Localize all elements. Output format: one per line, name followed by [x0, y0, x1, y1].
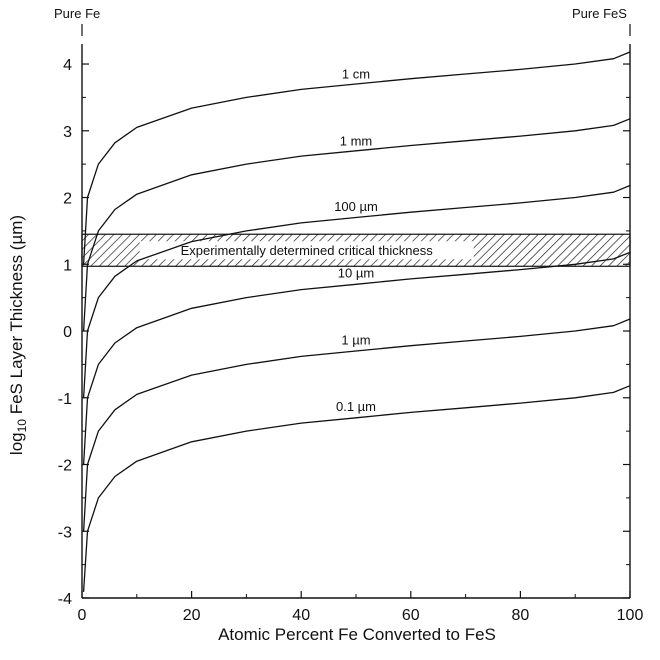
curves-layer [82, 51, 631, 592]
y-tick-label-1: -3 [58, 524, 72, 541]
x-tick-label-4: 80 [512, 607, 530, 624]
x-tick-label-2: 40 [292, 607, 310, 624]
y-tick-label-4: 0 [63, 324, 72, 341]
y-axis-title: log10 FeS Layer Thickness (µm) [7, 215, 29, 455]
critical-thickness-band-layer: Experimentally determined critical thick… [81, 233, 631, 267]
y-tick-label-2: -2 [58, 458, 72, 475]
curve-5 [82, 385, 631, 592]
y-axis-title-log: log [7, 432, 26, 455]
curve-label-0: 1 cm [342, 67, 370, 82]
curve-label-2: 100 µm [334, 199, 378, 214]
y-tick-label-8: 4 [63, 57, 72, 74]
curve-1 [82, 118, 631, 332]
curve-4 [82, 318, 631, 532]
y-tick-label-7: 3 [63, 124, 72, 141]
y-tick-label-5: 1 [63, 257, 72, 274]
y-axis-title-rest: FeS Layer Thickness (µm) [7, 215, 26, 419]
x-tick-label-5: 100 [617, 607, 644, 624]
x-tick-label-3: 60 [402, 607, 420, 624]
pure-fes-label: Pure FeS [572, 6, 627, 21]
axes-layer: 0 20 40 60 80 100 -4 -3 -2 -1 0 1 2 3 4 [58, 24, 644, 624]
pure-fe-label: Pure Fe [54, 6, 100, 21]
x-tick-label-0: 0 [78, 607, 87, 624]
curve-3 [82, 251, 631, 466]
x-tick-label-1: 20 [183, 607, 201, 624]
curve-0 [82, 51, 631, 265]
curve-label-1: 1 mm [340, 133, 373, 148]
curve-label-5: 0.1 µm [336, 399, 376, 414]
y-tick-label-3: -1 [58, 391, 72, 408]
curve-2 [82, 184, 631, 399]
band-label: Experimentally determined critical thick… [181, 243, 434, 258]
labels-layer: 1 cm 1 mm 100 µm 10 µm 1 µm 0.1 µm [334, 67, 378, 414]
band-label-background [139, 241, 474, 260]
curve-label-3: 10 µm [338, 266, 374, 281]
y-tick-label-0: -4 [58, 591, 72, 608]
y-axis-title-subscript: 10 [15, 419, 29, 433]
curve-label-4: 1 µm [341, 332, 370, 347]
x-axis-title: Atomic Percent Fe Converted to FeS [218, 625, 496, 644]
y-tick-label-6: 2 [63, 191, 72, 208]
